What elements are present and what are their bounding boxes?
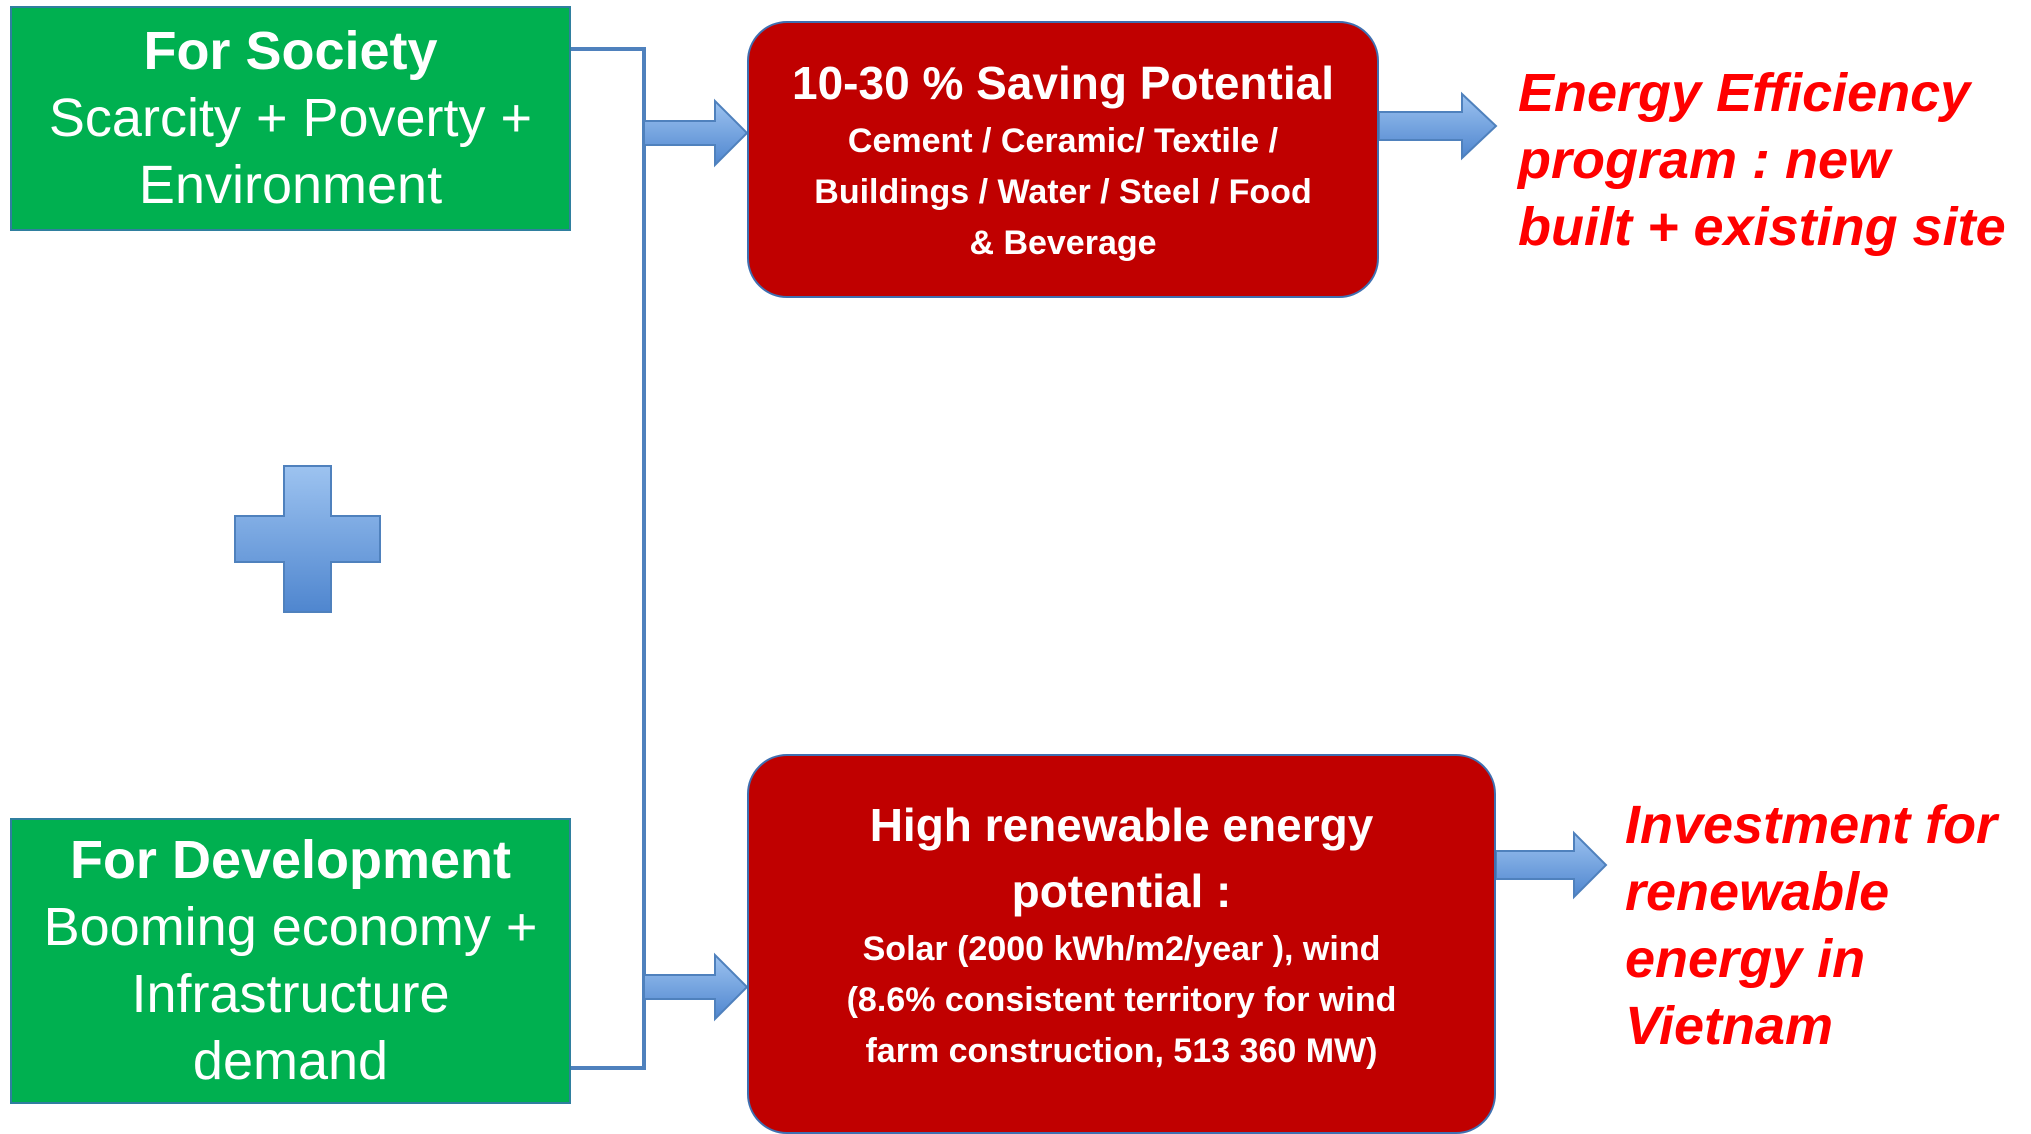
outcome-text: Energy Efficiency program : new built + ex… bbox=[1518, 60, 2006, 261]
plus-icon bbox=[234, 465, 381, 613]
node-text: Infrastructure bbox=[131, 964, 450, 1024]
node-title: For Society bbox=[143, 21, 438, 81]
arrow bbox=[1495, 830, 1608, 900]
connectors bbox=[234, 47, 1608, 1070]
outcome-line: energy in bbox=[1625, 929, 1866, 989]
node-text: Solar (2000 kWh/m2/year ), wind bbox=[862, 929, 1381, 968]
saving-box: 10-30 % Saving Potential Cement / Ceramic… bbox=[747, 21, 1379, 298]
outcome-text: Investment for renewable energy in Vietnam bbox=[1625, 792, 1997, 1060]
renewable-box: High renewable energy potential : Solar (2… bbox=[747, 754, 1496, 1134]
outcome-line: program : new bbox=[1518, 130, 1891, 190]
arrow bbox=[643, 98, 749, 168]
node-title: 10-30 % Saving Potential bbox=[792, 57, 1334, 109]
node-title: potential : bbox=[1011, 864, 1232, 917]
node-text: Buildings / Water / Steel / Food bbox=[814, 173, 1312, 211]
outcome-line: Energy Efficiency bbox=[1518, 63, 1971, 123]
development-box: For Development Booming economy + Infrastr… bbox=[10, 818, 571, 1104]
outcome-line: renewable bbox=[1625, 862, 1890, 922]
outcome-line: built + existing site bbox=[1518, 197, 2006, 257]
node-text: Environment bbox=[138, 155, 443, 215]
outcome-line: Investment for bbox=[1625, 795, 1998, 855]
node-title: For Development bbox=[69, 830, 512, 890]
page: {"nodes": [ {"title": "For Society", "li… bbox=[10, 6, 2006, 1134]
node-text: Scarcity + Poverty + bbox=[48, 88, 533, 148]
outcome-line: Vietnam bbox=[1625, 996, 1834, 1056]
arrow bbox=[1378, 91, 1498, 161]
society-box: For Society Scarcity + Poverty + Environme… bbox=[10, 6, 571, 231]
arrow bbox=[643, 952, 749, 1022]
node-text: (8.6% consistent territory for wind bbox=[846, 980, 1397, 1019]
node-text: Cement / Ceramic/ Textile / bbox=[847, 122, 1279, 160]
node-title: High renewable energy bbox=[869, 798, 1374, 851]
node-text: & Beverage bbox=[969, 224, 1157, 262]
bracket bbox=[571, 47, 646, 1070]
node-text: farm construction, 513 360 MW) bbox=[865, 1031, 1378, 1070]
node-text: Booming economy + bbox=[43, 897, 538, 957]
node-text: demand bbox=[192, 1031, 389, 1091]
